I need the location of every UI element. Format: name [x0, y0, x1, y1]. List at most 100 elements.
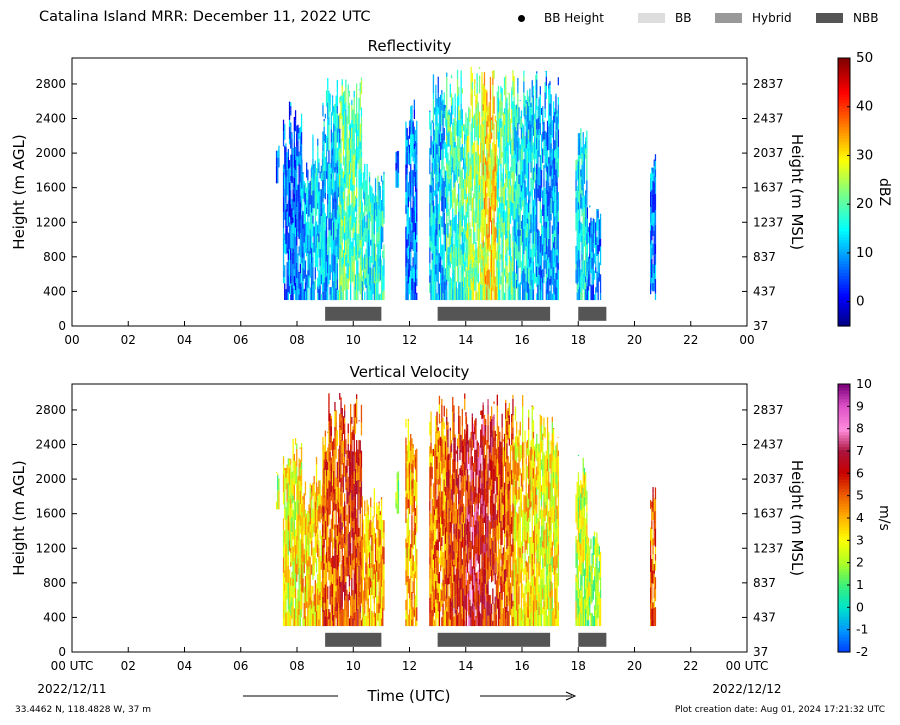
echo-cell: [342, 125, 345, 132]
echo-cell: [324, 157, 326, 171]
echo-cell: [323, 563, 325, 570]
echo-cell: [405, 548, 407, 556]
echo-cell: [544, 71, 546, 72]
echo-cell: [335, 288, 337, 301]
echo-cell: [376, 502, 378, 515]
echo-cell: [287, 292, 289, 300]
echo-cell: [288, 126, 291, 139]
echo-cell: [336, 93, 338, 106]
echo-cell: [324, 584, 326, 603]
echo-cell: [318, 605, 320, 620]
echo-cell: [447, 488, 449, 500]
echo-cell: [430, 544, 432, 559]
echo-cell: [452, 238, 454, 244]
echo-cell: [346, 162, 348, 180]
echo-cell: [334, 148, 336, 168]
echo-cell: [405, 497, 407, 513]
echo-cell: [324, 513, 326, 521]
echo-cell: [450, 137, 453, 156]
echo-cell: [476, 203, 478, 218]
echo-cell: [382, 275, 384, 293]
echo-cell: [537, 118, 539, 135]
echo-cell: [292, 209, 294, 218]
echo-cell: [290, 585, 292, 602]
echo-cell: [545, 289, 547, 300]
echo-cell: [447, 611, 449, 626]
echo-cell: [580, 169, 582, 177]
echo-cell: [302, 512, 304, 531]
echo-cell: [512, 80, 514, 95]
echo-cell: [546, 227, 549, 234]
echo-cell: [551, 168, 553, 179]
echo-cell: [543, 170, 545, 179]
echo-cell: [361, 589, 363, 608]
y-tick-label: 800: [43, 250, 66, 264]
echo-cell: [523, 268, 525, 283]
echo-cell: [586, 207, 588, 219]
echo-cell: [411, 133, 413, 149]
echo-cell: [520, 228, 523, 246]
echo-cell: [302, 246, 304, 253]
colorbar-band: [838, 69, 850, 74]
echo-cell: [411, 183, 413, 197]
echo-cell: [449, 112, 451, 127]
echo-cell: [408, 120, 411, 127]
echo-cell: [302, 257, 304, 268]
echo-cell: [376, 232, 378, 248]
echo-cell: [325, 286, 328, 292]
echo-cell: [348, 244, 351, 262]
echo-cell: [339, 437, 341, 446]
echo-cell: [312, 586, 314, 594]
echo-cell: [448, 535, 450, 544]
echo-cell: [545, 171, 547, 181]
echo-cell: [538, 129, 540, 140]
echo-cell: [351, 615, 353, 627]
echo-cell: [446, 162, 448, 171]
echo-cell: [438, 413, 441, 424]
echo-cell: [583, 277, 586, 284]
echo-cell: [488, 121, 490, 138]
echo-cell: [340, 95, 342, 102]
echo-cell: [333, 271, 335, 282]
echo-cell: [501, 152, 503, 158]
echo-cell: [526, 248, 529, 268]
echo-cell: [345, 227, 347, 241]
echo-cell: [516, 222, 518, 236]
echo-cell: [314, 190, 316, 209]
echo-cell: [523, 211, 525, 219]
echo-cell: [302, 281, 304, 292]
echo-cell: [436, 550, 438, 557]
echo-cell: [452, 566, 454, 583]
echo-cell: [410, 223, 412, 242]
echo-cell: [315, 558, 318, 573]
echo-cell: [333, 537, 335, 549]
echo-cell: [405, 538, 407, 549]
colorbar-band: [838, 93, 850, 98]
echo-cell: [302, 496, 304, 500]
echo-cell: [496, 267, 498, 285]
echo-cell: [416, 212, 418, 222]
echo-cell: [536, 266, 538, 277]
echo-cell: [488, 112, 490, 122]
echo-cell: [539, 122, 541, 136]
echo-cell: [344, 410, 346, 418]
echo-cell: [379, 544, 381, 552]
echo-cell: [446, 72, 448, 77]
echo-cell: [429, 282, 431, 294]
echo-cell: [288, 495, 291, 504]
echo-cell: [286, 566, 288, 583]
echo-cell: [354, 119, 357, 133]
echo-cell: [519, 144, 521, 162]
echo-cell: [353, 443, 355, 456]
echo-cell: [287, 212, 289, 227]
echo-cell: [330, 112, 332, 130]
echo-cell: [438, 98, 441, 117]
echo-cell: [297, 141, 299, 157]
echo-cell: [307, 570, 309, 580]
echo-cell: [405, 153, 407, 165]
echo-cell: [323, 484, 325, 499]
echo-cell: [437, 107, 439, 115]
echo-cell: [461, 172, 463, 188]
echo-cell: [449, 619, 451, 627]
echo-cell: [468, 192, 470, 212]
